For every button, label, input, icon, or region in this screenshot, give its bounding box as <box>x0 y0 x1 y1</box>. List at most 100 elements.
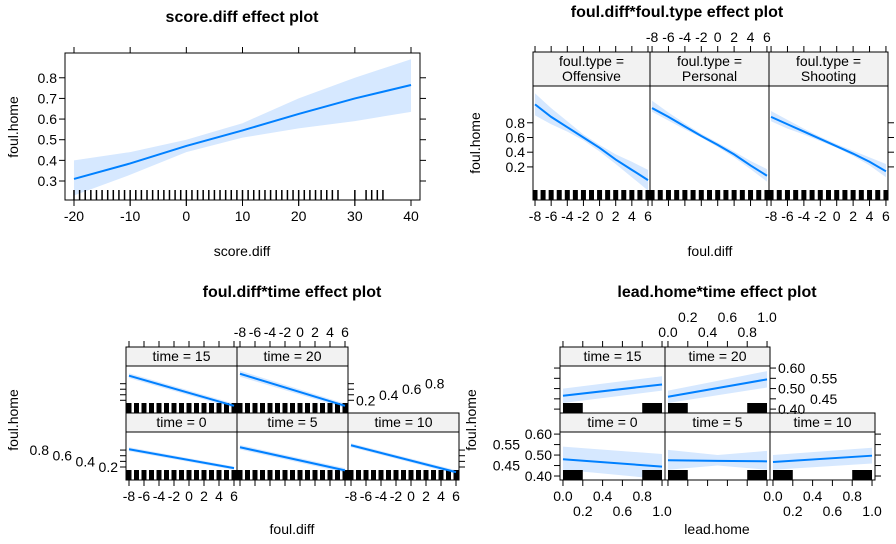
x-tick-label-top: -4 <box>264 324 277 340</box>
rug-mark <box>126 470 132 480</box>
rug-mark <box>793 190 799 200</box>
x-tick-label: 20 <box>291 208 307 224</box>
rug-mark <box>731 190 737 200</box>
rug-mark <box>621 190 627 200</box>
y-tick-label: 0.6 <box>53 448 73 464</box>
fit-line <box>73 84 412 180</box>
x-axis-label: foul.diff <box>688 243 733 259</box>
rug-mark <box>258 190 261 200</box>
strip-label: time = 10 <box>794 414 852 430</box>
rug-mark <box>852 470 873 480</box>
x-tick-label-top: 2 <box>311 324 319 340</box>
strip-background <box>236 346 349 367</box>
rug-mark <box>247 190 249 200</box>
rug-mark <box>101 190 103 200</box>
effect-plot-3: foul.diff*time effect plot foul.diff foul.… <box>5 284 465 537</box>
effect-plot-4: lead.home*time effect plot lead.home foul.… <box>463 284 882 537</box>
x-tick-label: 1.0 <box>862 503 882 519</box>
rug-mark <box>772 470 793 480</box>
rug-mark <box>707 190 712 200</box>
strip-background <box>532 51 651 87</box>
rug-mark <box>739 190 745 200</box>
panel: foul.type = Offensive-8 -6 -4 -2 0 2 4 60.20.40.… <box>506 46 652 224</box>
rug-mark <box>562 403 583 413</box>
rug-mark <box>224 190 227 200</box>
panel-content <box>769 111 888 200</box>
rug-mark <box>303 190 306 200</box>
x-tick-label-top: -6 <box>662 29 675 45</box>
y-tick-label-right: 0.4 <box>379 387 399 403</box>
x-tick-label: 4 <box>866 208 874 224</box>
fit-line <box>128 374 235 407</box>
rug-mark <box>858 190 864 200</box>
x-tick-label: 6 <box>230 488 238 504</box>
x-tick-label: -2 <box>814 208 827 224</box>
x-tick-label: -2 <box>168 488 181 504</box>
rug-mark <box>123 190 126 200</box>
rug-mark <box>90 190 92 200</box>
rug-mark <box>356 470 361 480</box>
x-tick-label: 0.0 <box>553 488 573 504</box>
rug-mark <box>370 190 373 200</box>
rug-mark <box>834 190 840 200</box>
panel-content <box>348 443 459 480</box>
rug-mark <box>842 190 848 200</box>
rug-mark <box>431 470 436 480</box>
rug-mark <box>275 470 280 480</box>
confidence-band <box>667 449 768 470</box>
rug-mark <box>376 190 379 200</box>
rug-mark <box>572 190 578 200</box>
x-tick-label-top: 0.0 <box>658 324 678 340</box>
rug-mark <box>327 470 333 480</box>
y-axis-label: foul.home <box>467 112 483 174</box>
y-tick-label: 0.45 <box>493 458 520 474</box>
rug-mark <box>292 190 294 200</box>
rug-mark <box>156 403 162 413</box>
strip-label: time = 15 <box>584 348 642 364</box>
panel-content <box>667 449 768 480</box>
rug-mark <box>883 190 888 200</box>
y-tick-label-right: 0.60 <box>778 360 805 376</box>
rug-mark <box>134 470 139 480</box>
panel: time = 5 <box>236 412 349 486</box>
rug-mark <box>141 470 147 480</box>
x-tick-label: 4 <box>437 488 445 504</box>
panel-content <box>562 446 663 480</box>
x-tick-label: 6 <box>882 208 890 224</box>
rug-mark <box>314 190 317 200</box>
x-tick-label: -4 <box>561 208 574 224</box>
rug-mark <box>320 470 325 480</box>
rug-mark <box>267 470 273 480</box>
fit-line <box>239 372 346 407</box>
rug-mark <box>769 190 774 200</box>
strip-label: time = 5 <box>267 414 317 430</box>
rug-mark <box>297 190 300 200</box>
y-tick-label-right: 0.40 <box>778 401 805 417</box>
rug-mark <box>801 190 807 200</box>
x-tick-label: 2 <box>612 208 620 224</box>
x-tick-label-top: 1.0 <box>757 309 777 325</box>
rug-mark <box>784 190 790 200</box>
rug-mark <box>326 190 328 200</box>
rug-mark <box>809 190 815 200</box>
rug-mark <box>135 190 137 200</box>
rug-mark <box>219 190 221 200</box>
rug-mark <box>275 403 280 413</box>
strip-label: time = 0 <box>587 414 637 430</box>
rug-mark <box>297 403 303 413</box>
rug-mark <box>867 190 873 200</box>
strip-background <box>769 412 876 433</box>
rug-mark <box>642 403 663 413</box>
rug-mark <box>171 470 177 480</box>
y-axis-label: foul.home <box>5 389 21 451</box>
rug-mark <box>118 190 120 200</box>
rug-mark <box>245 470 250 480</box>
panel: foul.type = Personal -8 -6 -4 -2 0 2 4 6 <box>646 29 771 206</box>
x-tick-label: -20 <box>64 208 84 224</box>
fit-line <box>667 459 768 463</box>
rug-mark <box>186 403 192 413</box>
strip-label: time = 15 <box>153 348 211 364</box>
y-tick-label: 0.8 <box>506 115 526 131</box>
rug-mark <box>817 190 823 200</box>
rug-mark <box>327 403 333 413</box>
